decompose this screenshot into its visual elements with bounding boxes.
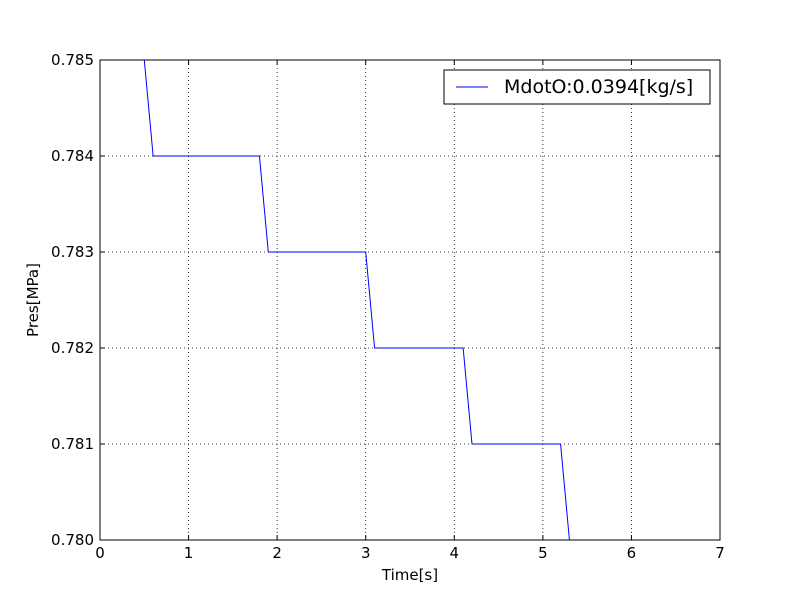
x-tick-label: 5 bbox=[538, 544, 548, 562]
x-tick-label: 1 bbox=[184, 544, 194, 562]
axis-ticks bbox=[99, 59, 721, 541]
grid-lines bbox=[100, 60, 720, 540]
x-tick-label: 2 bbox=[272, 544, 282, 562]
tick-labels: 0 1 2 3 4 5 6 7 0.780 0.781 0.782 0.783 0.784 0.785 bbox=[51, 51, 725, 562]
x-tick-label: 6 bbox=[627, 544, 637, 562]
legend-box bbox=[443, 69, 711, 105]
y-tick-label: 0.784 bbox=[51, 147, 94, 165]
x-axis-label: Time[s] bbox=[381, 566, 438, 584]
plot-area bbox=[100, 60, 720, 540]
legend: MdotO:0.0394[kg/s] bbox=[443, 69, 711, 105]
series-layer bbox=[143, 59, 641, 541]
series-line-0 bbox=[143, 59, 641, 541]
y-tick-label: 0.782 bbox=[51, 339, 94, 357]
legend-entry-label: MdotO:0.0394[kg/s] bbox=[504, 76, 693, 98]
x-tick-label: 7 bbox=[715, 544, 725, 562]
plot-frame bbox=[99, 59, 721, 541]
y-axis-label: Pres[MPa] bbox=[24, 263, 42, 337]
y-tick-label: 0.783 bbox=[51, 243, 94, 261]
y-tick-label: 0.785 bbox=[51, 51, 94, 69]
x-tick-label: 0 bbox=[95, 544, 105, 562]
y-tick-label: 0.780 bbox=[51, 531, 94, 549]
y-tick-label: 0.781 bbox=[51, 435, 94, 453]
x-tick-label: 3 bbox=[361, 544, 371, 562]
x-tick-label: 4 bbox=[450, 544, 460, 562]
